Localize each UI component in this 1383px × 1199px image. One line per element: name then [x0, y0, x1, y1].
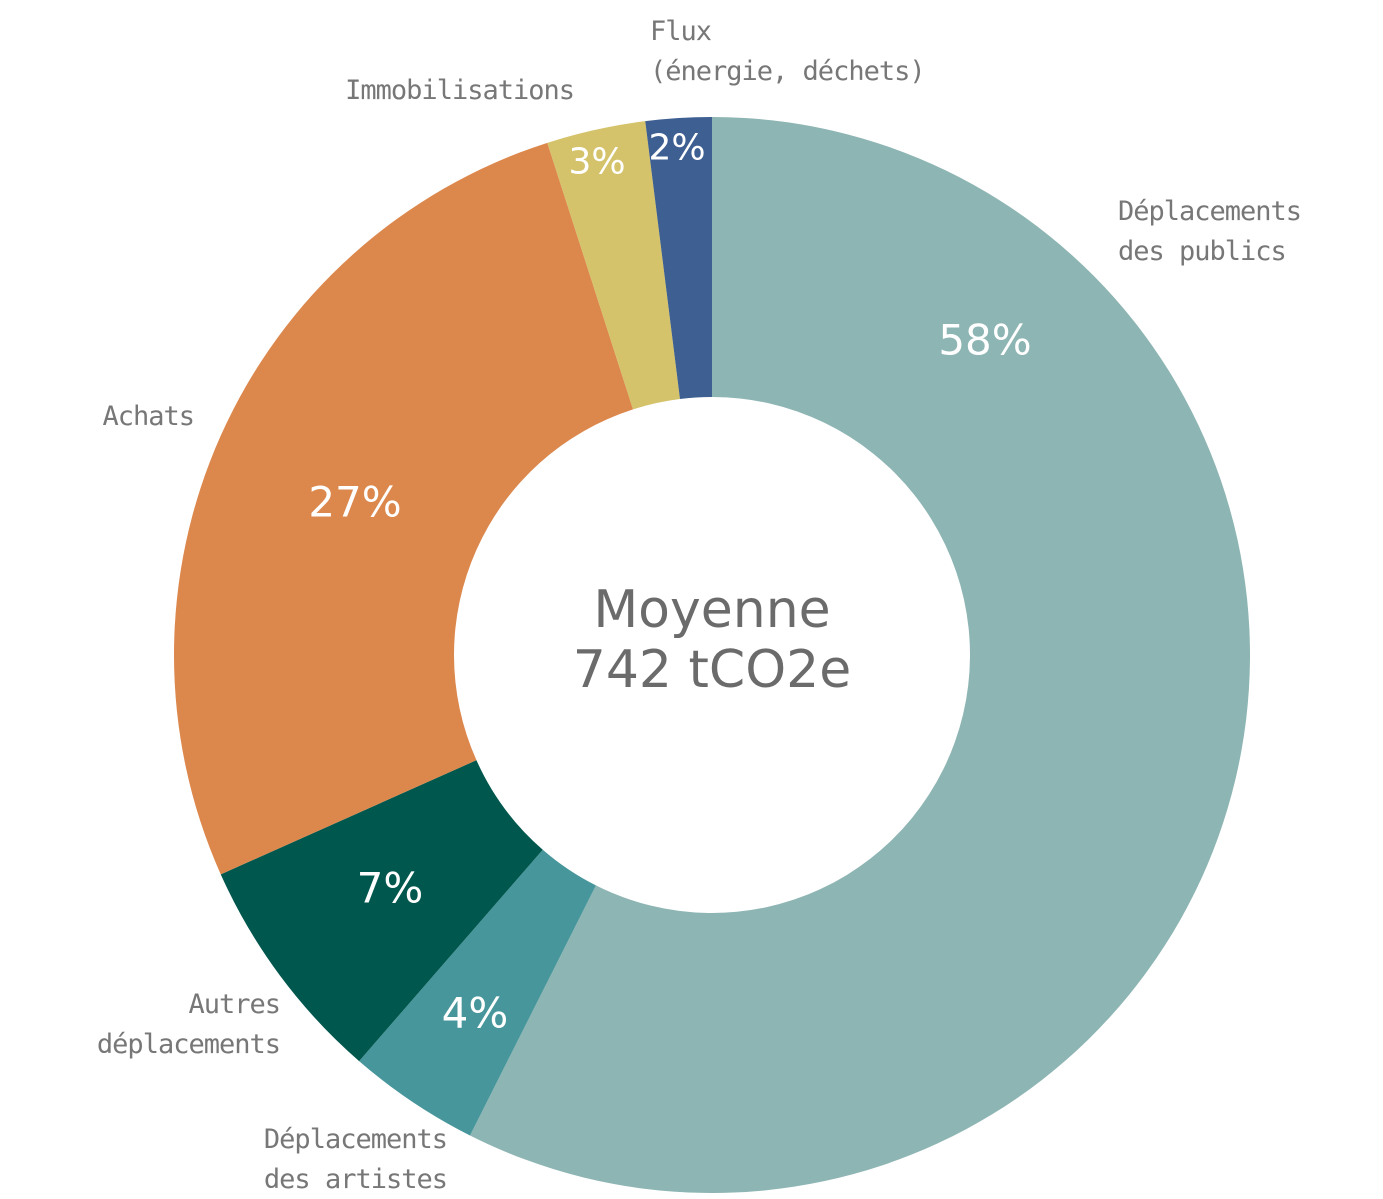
wedge	[359, 849, 596, 1136]
wedge	[469, 117, 1250, 1193]
center-line: 742 tCO2e	[572, 640, 852, 700]
value-label: 27%	[308, 477, 402, 527]
value-label: 7%	[356, 863, 424, 913]
wedge	[173, 142, 634, 875]
value-label: 2%	[648, 127, 706, 169]
value-label: 3%	[568, 141, 626, 183]
wedge	[547, 121, 680, 410]
category-label: Déplacements des publics	[1118, 196, 1302, 267]
center-label: Moyenne 742 tCO2e	[573, 580, 851, 700]
value-label: 58%	[938, 315, 1032, 365]
wedge	[220, 760, 543, 1062]
value-label: 4%	[441, 988, 509, 1038]
category-label: Flux (énergie, déchets)	[650, 16, 926, 87]
category-label: Achats	[102, 401, 195, 432]
category-label: Déplacements des artistes	[263, 1124, 448, 1195]
center-line: Moyenne	[593, 580, 831, 640]
category-label: Immobilisations	[345, 75, 575, 106]
category-label: Autres déplacements	[96, 989, 281, 1060]
wedge	[645, 117, 712, 399]
